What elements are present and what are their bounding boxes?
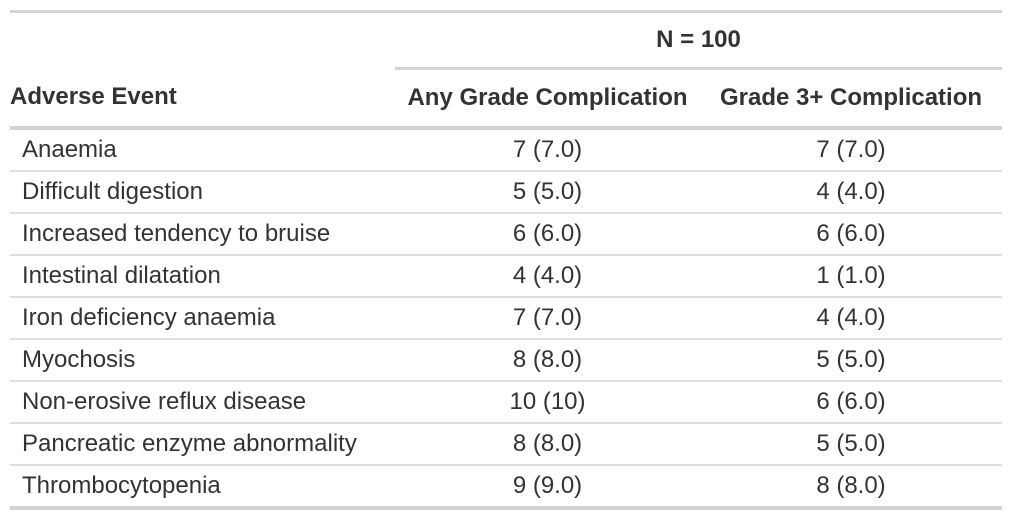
any-grade-value-cell: 7 (7.0) bbox=[512, 136, 583, 163]
adverse-event-cell: Thrombocytopenia bbox=[10, 464, 395, 508]
table-row: Difficult digestion 5 (5.0) 4 (4.0) bbox=[10, 170, 1003, 213]
grade-3plus-value-cell: 7 (7.0) bbox=[816, 136, 886, 163]
grade-3plus-value-cell: 6 (6.0) bbox=[700, 212, 1003, 255]
adverse-event-cell: Myochosis bbox=[10, 338, 395, 381]
table-row: Pancreatic enzyme abnormality 8 (8.0) 5 … bbox=[10, 422, 1003, 465]
adverse-event-cell: Non-erosive reflux disease bbox=[10, 380, 395, 423]
column-header-row: Adverse Event Any Grade Complication Gra… bbox=[10, 68, 1003, 130]
adverse-event-cell: Anaemia bbox=[22, 136, 117, 163]
table-row: Thrombocytopenia 9 (9.0) 8 (8.0) bbox=[10, 464, 1003, 508]
table-row: Iron deficiency anaemia 7 (7.0) 4 (4.0) bbox=[10, 296, 1003, 339]
table-row: Non-erosive reflux disease 10 (10) 6 (6.… bbox=[10, 380, 1003, 423]
spanner-row: N = 100 bbox=[10, 11, 1003, 70]
column-header-grade-3plus-complication: Grade 3+ Complication bbox=[700, 68, 1003, 130]
table-header: N = 100 Adverse Event Any Grade Complica… bbox=[10, 11, 1003, 130]
grade-3plus-value-cell: 5 (5.0) bbox=[700, 338, 1003, 381]
grade-3plus-value-cell: 4 (4.0) bbox=[700, 170, 1003, 213]
adverse-events-table: N = 100 Adverse Event Any Grade Complica… bbox=[10, 10, 1003, 510]
column-header-any-grade-complication: Any Grade Complication bbox=[395, 68, 700, 130]
table-row: Myochosis 8 (8.0) 5 (5.0) bbox=[10, 338, 1003, 381]
any-grade-value-cell: 8 (8.0) bbox=[395, 338, 700, 381]
adverse-event-cell: Pancreatic enzyme abnormality bbox=[10, 422, 395, 465]
spanner-label: N = 100 bbox=[395, 11, 1003, 70]
adverse-event-cell: Iron deficiency anaemia bbox=[10, 296, 395, 339]
adverse-event-cell: Increased tendency to bruise bbox=[10, 212, 395, 255]
adverse-event-cell: Difficult digestion bbox=[10, 170, 395, 213]
grade-3plus-value-cell: 6 (6.0) bbox=[700, 380, 1003, 423]
table-row: Increased tendency to bruise 6 (6.0) 6 (… bbox=[10, 212, 1003, 255]
any-grade-value-cell: 4 (4.0) bbox=[395, 254, 700, 297]
any-grade-value-cell: 8 (8.0) bbox=[395, 422, 700, 465]
grade-3plus-value-cell: 8 (8.0) bbox=[700, 464, 1003, 508]
any-grade-value-cell: 9 (9.0) bbox=[395, 464, 700, 508]
table-body: Anaemia 7 (7.0) 7 (7.0) Difficult digest… bbox=[10, 128, 1003, 508]
adverse-event-cell: Intestinal dilatation bbox=[10, 254, 395, 297]
grade-3plus-value-cell: 5 (5.0) bbox=[700, 422, 1003, 465]
stub-spacer-cell bbox=[10, 12, 395, 69]
grade-3plus-value-cell: 1 (1.0) bbox=[700, 254, 1003, 297]
table-row: Intestinal dilatation 4 (4.0) 1 (1.0) bbox=[10, 254, 1003, 297]
grade-3plus-value-cell: 4 (4.0) bbox=[700, 296, 1003, 339]
any-grade-value-cell: 6 (6.0) bbox=[395, 212, 700, 255]
any-grade-value-cell: 7 (7.0) bbox=[395, 296, 700, 339]
any-grade-value-cell: 5 (5.0) bbox=[395, 170, 700, 213]
column-header-adverse-event: Adverse Event bbox=[10, 68, 395, 130]
table-row: Anaemia 7 (7.0) 7 (7.0) bbox=[10, 128, 1002, 171]
any-grade-value-cell: 10 (10) bbox=[395, 380, 700, 423]
